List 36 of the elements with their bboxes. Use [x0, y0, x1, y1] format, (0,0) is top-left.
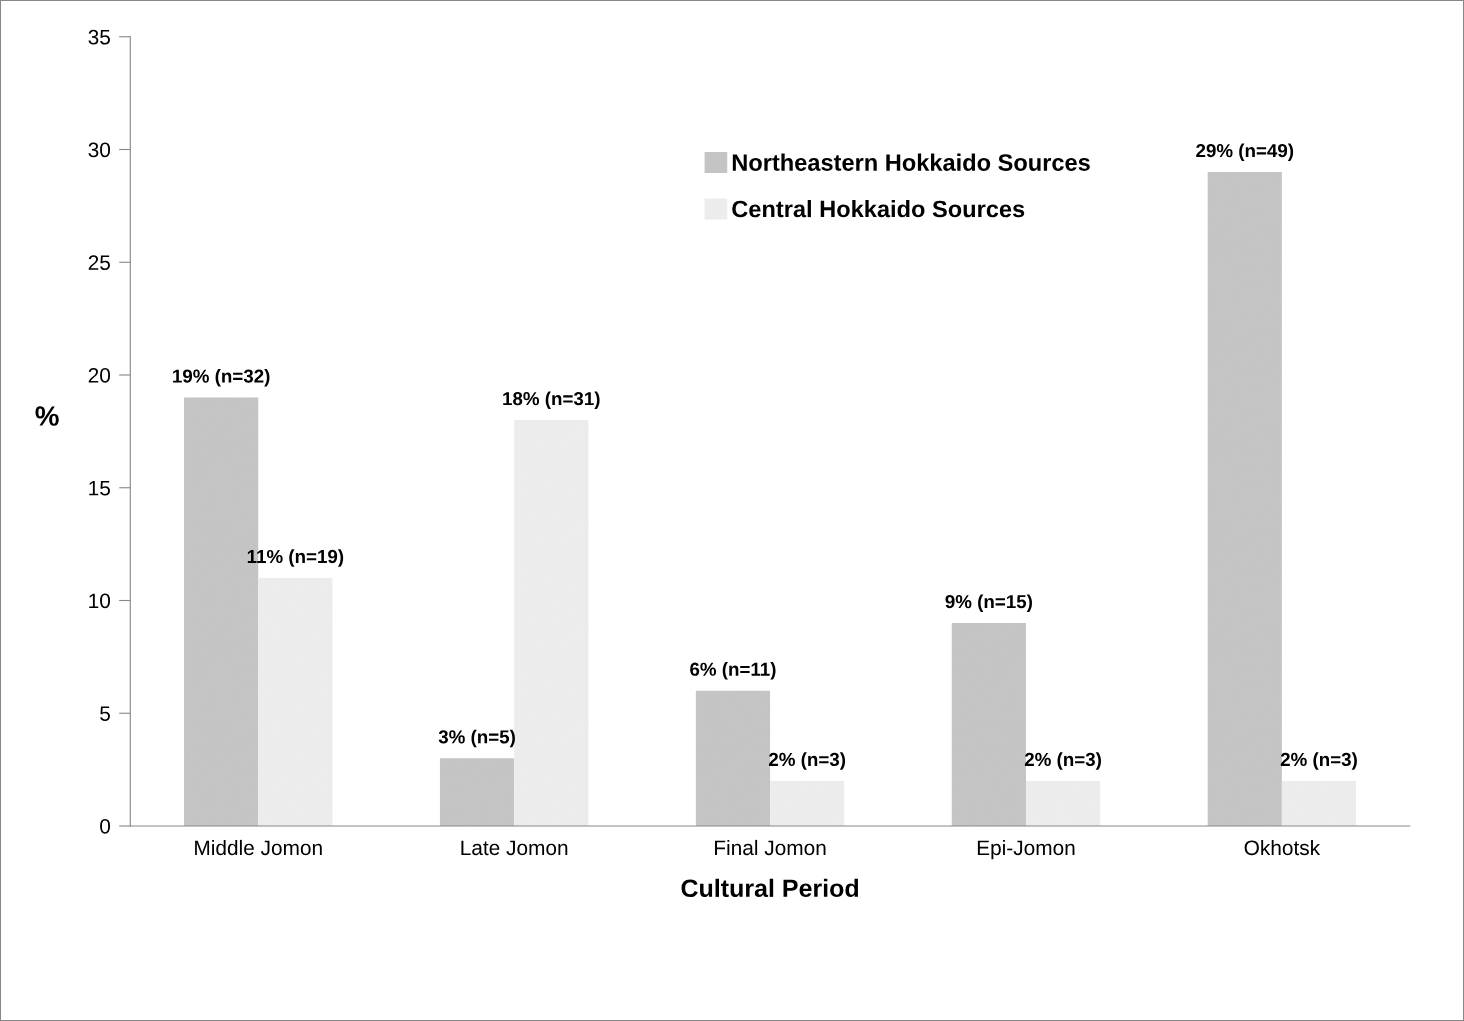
y-tick-label: 15: [89, 480, 110, 496]
bar: [951, 623, 1026, 826]
data-label: 11% (n=19): [247, 549, 344, 567]
x-tick-label: Middle Jomon: [195, 839, 322, 856]
bar: [1207, 172, 1282, 826]
x-tick-label: Epi-Jomon: [977, 839, 1075, 860]
data-label: 9% (n=15): [945, 594, 1032, 612]
data-label: 2% (n=3): [769, 752, 846, 770]
bar: [514, 420, 589, 826]
bar: [1025, 780, 1101, 826]
y-tick-label: 30: [88, 142, 111, 158]
data-label: 6% (n=11): [690, 662, 776, 680]
bar: [439, 758, 515, 826]
legend-label: Northeastern Hokkaido Sources: [732, 153, 1090, 171]
y-tick-label: 10: [89, 593, 111, 609]
y-tick-label: 20: [88, 368, 111, 383]
bar: [1281, 780, 1357, 826]
bar: [770, 780, 845, 826]
data-label: 29% (n=49): [1196, 143, 1294, 161]
x-axis-title: Cultural Period: [681, 878, 859, 898]
data-label: 3% (n=5): [438, 729, 515, 748]
data-label: 18% (n=31): [503, 391, 600, 409]
legend-label: Central Hokkaido Sources: [732, 200, 1025, 218]
y-tick-label: 0: [100, 818, 111, 834]
y-tick-label: 25: [88, 255, 110, 271]
x-tick-label: Final Jomon: [715, 839, 826, 856]
bar: [258, 577, 333, 826]
bar: [695, 690, 771, 826]
data-label: 19% (n=32): [173, 368, 270, 387]
y-axis-title: %: [35, 406, 59, 426]
data-label: 2% (n=3): [1280, 752, 1357, 770]
y-tick-label: 35: [88, 29, 110, 45]
y-tick-label: 5: [100, 706, 110, 721]
data-label: 2% (n=3): [1024, 752, 1101, 770]
x-tick-label: Okhotsk: [1244, 839, 1321, 856]
x-tick-label: Late Jomon: [461, 840, 568, 856]
